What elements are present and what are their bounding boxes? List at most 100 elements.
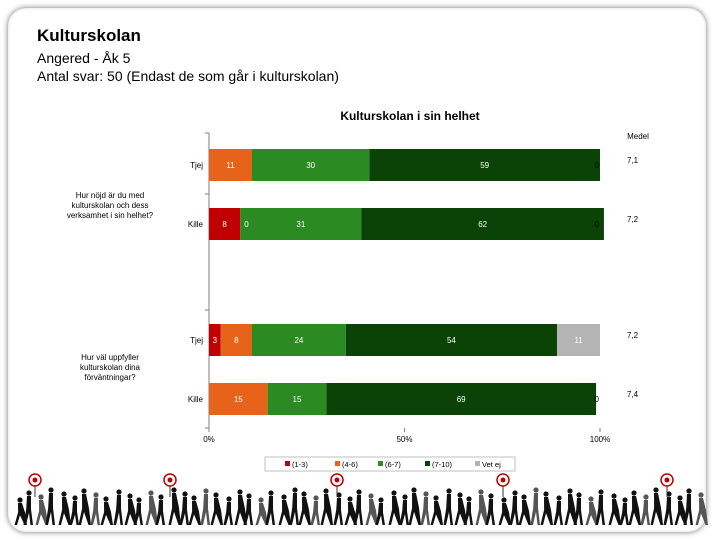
legend-label: Vet ej xyxy=(482,460,501,469)
bar-segment xyxy=(369,149,600,181)
walking-person-silhouette xyxy=(628,490,641,525)
bar-segment xyxy=(252,324,346,356)
walking-person-silhouette xyxy=(365,493,378,525)
bar-value-label: 62 xyxy=(478,220,487,229)
row-label: Tjej xyxy=(190,336,203,345)
legend-swatch xyxy=(425,461,430,466)
walking-person-silhouette xyxy=(540,491,553,525)
walking-person-silhouette xyxy=(113,489,123,525)
mean-column-header: Medel xyxy=(627,132,649,141)
row-label: Kille xyxy=(188,395,204,404)
bar-segment xyxy=(345,324,557,356)
walking-person-silhouette xyxy=(430,495,443,525)
walking-person-silhouette xyxy=(408,487,421,525)
walking-person-silhouette xyxy=(90,492,100,525)
walking-person-silhouette xyxy=(58,491,71,525)
bar-value-label: 8 xyxy=(222,220,227,229)
bar-value-label: 69 xyxy=(457,395,466,404)
walking-person-silhouette xyxy=(375,497,385,525)
bar-segment xyxy=(252,149,370,181)
bar-segment xyxy=(220,324,253,356)
walking-person-silhouette xyxy=(608,493,621,525)
legend-box xyxy=(264,456,516,472)
walking-person-silhouette xyxy=(443,488,453,525)
mean-value: 7,4 xyxy=(627,390,639,399)
walking-person-silhouette xyxy=(530,487,540,525)
bar-segment xyxy=(209,208,241,240)
walking-person-silhouette xyxy=(35,494,48,525)
walking-person-silhouette xyxy=(650,487,663,525)
walking-person-silhouette xyxy=(399,494,409,525)
target-icon-center xyxy=(500,477,506,483)
walking-person-silhouette xyxy=(223,496,233,525)
bar-segment xyxy=(267,383,327,415)
row-label: Kille xyxy=(188,220,204,229)
walking-person-silhouette xyxy=(234,489,247,525)
bar-value-label: 3 xyxy=(213,336,218,345)
bar-segment xyxy=(556,324,600,356)
walking-person-silhouette xyxy=(265,490,275,525)
walking-person-silhouette xyxy=(420,491,430,525)
page-subtitle-responses: Antal svar: 50 (Endast de som går i kult… xyxy=(37,68,339,84)
walking-person-silhouette xyxy=(640,494,650,525)
walking-person-silhouette xyxy=(243,493,253,525)
bar-value-label: 24 xyxy=(294,336,303,345)
walking-person-silhouette xyxy=(674,495,687,525)
page-title: Kulturskolan xyxy=(37,26,141,45)
walking-person-silhouette xyxy=(310,495,320,525)
bar-value-label: 0 xyxy=(595,220,600,229)
walking-person-silhouette xyxy=(278,494,291,525)
walking-person-silhouette xyxy=(344,496,357,525)
walking-person-silhouette xyxy=(333,492,343,525)
bar-value-label: 11 xyxy=(226,161,235,170)
bar-segment xyxy=(240,208,362,240)
question-label-line: förväntningar? xyxy=(84,373,136,382)
page-subtitle-school: Angered - Åk 5 xyxy=(37,50,131,66)
walking-person-silhouette xyxy=(683,488,693,525)
walking-person-silhouette xyxy=(188,495,201,525)
bar-value-label: 15 xyxy=(234,395,243,404)
walking-person-silhouette xyxy=(475,489,488,525)
legend-swatch xyxy=(378,461,383,466)
legend-label: (6-7) xyxy=(385,460,401,469)
bar-value-label: 8 xyxy=(234,336,239,345)
walking-person-silhouette xyxy=(298,491,311,525)
walking-person-silhouette xyxy=(14,497,27,525)
legend-swatch xyxy=(475,461,480,466)
walking-person-silhouette xyxy=(69,495,79,525)
bar-value-label: 15 xyxy=(293,395,302,404)
legend-swatch xyxy=(335,461,340,466)
x-tick-label: 0% xyxy=(203,435,215,444)
bar-segment xyxy=(209,324,221,356)
legend-label: (1-3) xyxy=(292,460,308,469)
chart-title: Kulturskolan i sin helhet xyxy=(340,109,479,123)
walking-person-silhouette xyxy=(45,487,55,525)
walking-person-silhouette xyxy=(289,487,299,525)
bar-segment xyxy=(326,383,597,415)
mean-value: 7,2 xyxy=(627,331,639,340)
walking-person-silhouette xyxy=(553,495,563,525)
walking-person-silhouette xyxy=(210,492,223,525)
walking-person-silhouette xyxy=(564,488,577,525)
bar-value-label: 59 xyxy=(480,161,489,170)
bar-value-label: 0 xyxy=(595,395,600,404)
bar-value-label: 30 xyxy=(306,161,315,170)
question-label-line: Hur nöjd är du med xyxy=(76,191,144,200)
walking-person-silhouette xyxy=(573,492,583,525)
walking-person-silhouette xyxy=(518,494,531,525)
question-label-line: Hur väl uppfyller xyxy=(81,353,139,362)
walking-person-silhouette xyxy=(388,490,401,525)
bar-value-label: 11 xyxy=(574,336,583,345)
walking-person-silhouette xyxy=(353,489,363,525)
walking-person-silhouette xyxy=(155,494,165,525)
bar-segment xyxy=(361,208,604,240)
walking-person-silhouette xyxy=(695,492,708,525)
x-tick-label: 50% xyxy=(396,435,412,444)
walking-person-silhouette xyxy=(509,490,519,525)
bar-value-label: 54 xyxy=(447,336,456,345)
walking-person-silhouette xyxy=(78,488,91,525)
bar-segment xyxy=(209,383,268,415)
legend-swatch xyxy=(285,461,290,466)
